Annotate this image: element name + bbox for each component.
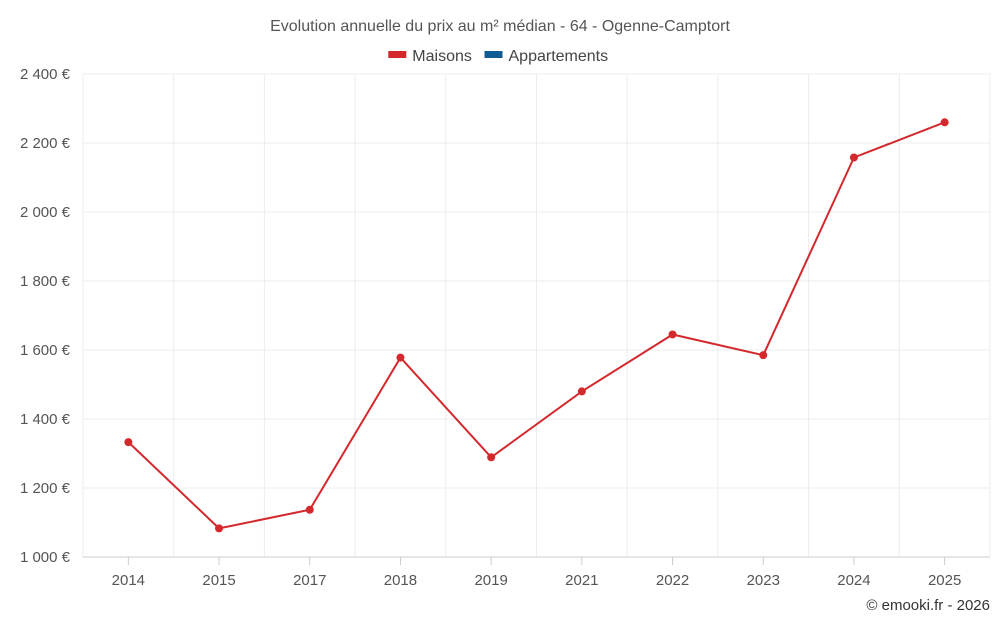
x-tick-label: 2015: [202, 572, 235, 589]
credit-text: © emooki.fr - 2026: [866, 597, 990, 614]
y-tick-label: 2 400 €: [20, 66, 71, 83]
data-point[interactable]: [849, 153, 858, 162]
y-tick-label: 1 800 €: [20, 273, 71, 290]
data-point[interactable]: [577, 387, 586, 396]
series-line-0: [127, 121, 946, 530]
chart-title: Evolution annuelle du prix au m² médian …: [270, 18, 730, 35]
x-tick-label: 2014: [112, 572, 145, 589]
grid: [82, 73, 991, 565]
x-tick-label: 2017: [293, 572, 326, 589]
y-tick-label: 2 000 €: [20, 204, 71, 221]
x-tick-label: 2022: [656, 572, 689, 589]
y-tick-label: 2 200 €: [20, 135, 71, 152]
legend-label-0[interactable]: Maisons: [412, 48, 472, 65]
data-point[interactable]: [668, 330, 677, 339]
legend-swatch-1[interactable]: [484, 51, 503, 58]
y-tick-label: 1 400 €: [20, 411, 71, 428]
legend: Maisons Appartements: [388, 48, 608, 65]
y-axis-ticks: 1 000 € 1 200 € 1 400 € 1 600 € 1 800 € 2 000…: [20, 66, 71, 566]
data-point[interactable]: [305, 505, 314, 514]
data-point[interactable]: [215, 524, 224, 533]
x-tick-label: 2018: [384, 572, 417, 589]
x-axis-ticks: 2014 2015 2017 2018 2019 2021 2022 2023 2024 2025: [112, 572, 962, 589]
data-point[interactable]: [124, 438, 133, 447]
y-tick-label: 1 200 €: [20, 480, 71, 497]
y-tick-label: 1 600 €: [20, 342, 71, 359]
x-tick-label: 2019: [474, 572, 507, 589]
x-tick-label: 2023: [747, 572, 780, 589]
legend-label-1[interactable]: Appartements: [509, 48, 609, 65]
x-tick-label: 2021: [565, 572, 598, 589]
series-group: [124, 118, 949, 533]
data-point[interactable]: [487, 453, 496, 462]
data-point[interactable]: [940, 118, 949, 127]
data-point[interactable]: [759, 351, 768, 360]
x-tick-label: 2025: [928, 572, 961, 589]
data-point[interactable]: [396, 353, 405, 362]
legend-swatch-0[interactable]: [388, 51, 407, 58]
x-tick-label: 2024: [837, 572, 870, 589]
y-tick-label: 1 000 €: [20, 549, 71, 566]
